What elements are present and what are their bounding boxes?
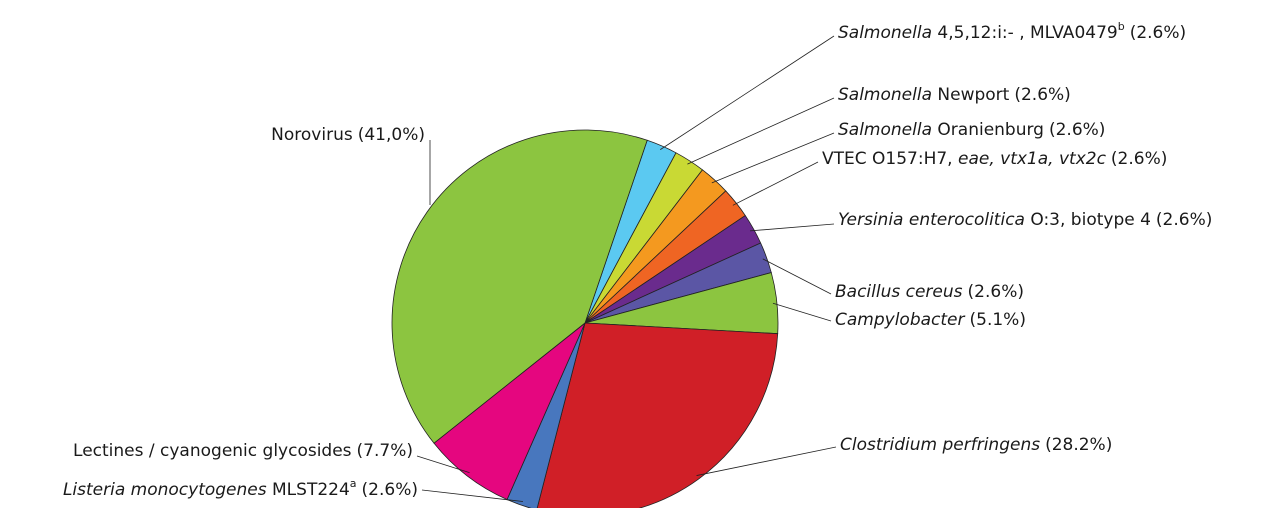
value-label: (2.6%)	[1014, 85, 1070, 105]
value-label: (2.6%)	[1049, 120, 1105, 140]
value-label: (2.6%)	[1130, 23, 1186, 43]
label-part: Salmonella	[838, 23, 932, 43]
label-part: Yersinia enterocolitica	[838, 210, 1025, 230]
pie-slice	[536, 322, 779, 508]
slice-label: Lectines / cyanogenic glycosides (7.7%)	[73, 441, 413, 461]
slice-label: Norovirus (41,0%)	[271, 125, 425, 145]
leader-line	[711, 132, 835, 184]
leader-line	[750, 223, 835, 232]
label-part: Bacillus cereus	[835, 282, 963, 302]
label-part: 4,5,12:i:- , MLVA0479	[932, 23, 1118, 43]
label-part: MLST224	[267, 480, 350, 500]
slice-label: Salmonella Newport (2.6%)	[838, 85, 1071, 105]
label-part: Lectines / cyanogenic glycosides	[73, 441, 352, 461]
label-part: Campylobacter	[835, 310, 966, 330]
value-label: (2.6%)	[968, 282, 1024, 302]
label-part: a	[350, 477, 357, 490]
leader-line	[660, 35, 835, 150]
value-label: (28.2%)	[1045, 435, 1112, 455]
label-part: b	[1118, 20, 1125, 33]
slice-label: Salmonella Oranienburg (2.6%)	[838, 120, 1105, 140]
label-part: Newport	[932, 85, 1010, 105]
label-part: Oranienburg	[932, 120, 1044, 140]
label-part: Norovirus	[271, 125, 353, 145]
slice-label: Yersinia enterocolitica O:3, biotype 4 (2…	[838, 210, 1212, 230]
leader-line	[772, 302, 832, 322]
label-part: VTEC O157:H7,	[822, 149, 958, 169]
leader-line	[696, 446, 837, 476]
label-part: O:3, biotype 4	[1025, 210, 1151, 230]
slice-label: Salmonella 4,5,12:i:- , MLVA0479b (2.6%)	[838, 20, 1186, 43]
slice-label: Campylobacter (5.1%)	[835, 310, 1026, 330]
pie-slice	[391, 129, 648, 444]
leader-line	[762, 258, 832, 295]
value-label: (7.7%)	[357, 441, 413, 461]
label-part: eae, vtx1a, vtx2c	[958, 149, 1107, 169]
leader-line	[416, 455, 470, 473]
leader-line	[687, 97, 835, 165]
slice-label: Bacillus cereus (2.6%)	[835, 282, 1024, 302]
label-part: Salmonella	[838, 120, 932, 140]
label-part: Clostridium perfringens	[840, 435, 1040, 455]
leader-line	[732, 161, 819, 206]
value-label: (41,0%)	[358, 125, 425, 145]
value-label: (2.6%)	[1111, 149, 1167, 169]
value-label: (5.1%)	[970, 310, 1026, 330]
label-part: Listeria monocytogenes	[63, 480, 267, 500]
label-part: Salmonella	[838, 85, 932, 105]
slice-label: VTEC O157:H7, eae, vtx1a, vtx2c (2.6%)	[822, 149, 1167, 169]
slice-label: Clostridium perfringens (28.2%)	[840, 435, 1112, 455]
pie-slice	[433, 322, 586, 501]
value-label: (2.6%)	[1156, 210, 1212, 230]
slice-label: Listeria monocytogenes MLST224a (2.6%)	[63, 477, 418, 500]
value-label: (2.6%)	[362, 480, 418, 500]
leader-line	[421, 489, 524, 502]
